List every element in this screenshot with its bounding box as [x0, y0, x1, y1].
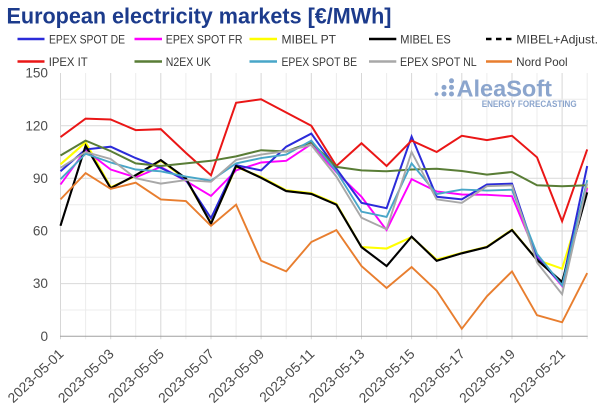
svg-text:EPEX SPOT FR: EPEX SPOT FR [166, 33, 243, 47]
svg-text:0: 0 [40, 329, 48, 344]
svg-text:30: 30 [33, 276, 49, 291]
svg-text:MIBEL PT: MIBEL PT [282, 33, 337, 47]
svg-text:EPEX SPOT DE: EPEX SPOT DE [49, 33, 125, 47]
svg-text:Nord Pool: Nord Pool [516, 55, 567, 69]
svg-text:ENERGY FORECASTING: ENERGY FORECASTING [482, 99, 577, 109]
svg-text:90: 90 [33, 171, 49, 186]
svg-text:N2EX UK: N2EX UK [166, 55, 211, 69]
svg-text:EPEX SPOT NL: EPEX SPOT NL [400, 55, 477, 69]
svg-text:MIBEL ES: MIBEL ES [400, 33, 451, 47]
svg-text:120: 120 [25, 118, 48, 133]
svg-text:EPEX SPOT BE: EPEX SPOT BE [282, 55, 358, 69]
svg-text:AleaSoft: AleaSoft [457, 76, 553, 102]
svg-text:IPEX IT: IPEX IT [49, 55, 88, 69]
svg-text:European electricity markets [: European electricity markets [€/MWh] [7, 4, 392, 29]
svg-text:60: 60 [33, 224, 49, 239]
svg-text:MIBEL+Adjust.: MIBEL+Adjust. [516, 33, 598, 47]
svg-text:150: 150 [25, 66, 48, 81]
